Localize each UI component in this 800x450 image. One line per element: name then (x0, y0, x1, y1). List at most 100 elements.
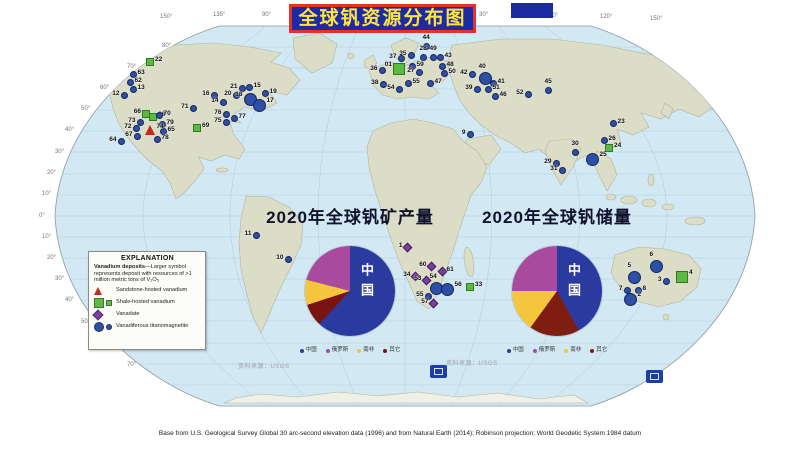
circle-marker-shape (155, 111, 163, 119)
africa (366, 118, 488, 310)
watermark-badge (646, 370, 663, 383)
circle-marker: 30 (571, 140, 579, 156)
deposit-number: 46 (499, 90, 507, 98)
deposit-number: 29 (544, 157, 552, 165)
circle-marker: 13 (129, 84, 145, 93)
circle-marker-shape (232, 91, 240, 99)
deposit-number: 55 (412, 77, 420, 85)
diamond-marker: 34 (403, 271, 420, 281)
deposit-number: 8 (642, 284, 647, 292)
uk (363, 54, 378, 71)
circle-marker: 10 (276, 254, 292, 263)
circle-marker-shape (252, 231, 260, 239)
graticule-label: 70° (127, 64, 137, 70)
circle-marker-shape (627, 270, 641, 284)
deposit-number: 62 (134, 76, 142, 84)
circle-marker-shape (120, 91, 128, 99)
deposit-number: 28 (419, 45, 427, 52)
deposit-number: 45 (544, 78, 552, 85)
graticule-label: 10° (42, 234, 52, 240)
explanation-item: Shale-hosted vanadium (94, 298, 201, 309)
deposit-number: 25 (599, 150, 607, 158)
production-pie (305, 246, 395, 336)
circle-marker-shape (158, 120, 166, 128)
pie-legend-item: 中国 (506, 347, 524, 354)
deposit-number: 17 (266, 96, 274, 104)
deposit-number: 18 (235, 90, 243, 98)
circle-marker: 9 (462, 129, 474, 138)
circle-marker: 76 (214, 109, 230, 118)
circle-marker-shape (395, 85, 403, 93)
graticule-label: 150° (650, 16, 663, 22)
circle-marker: 16 (202, 90, 218, 99)
circle-marker: 73 (128, 117, 144, 126)
diamond-marker: 61 (437, 266, 454, 276)
circle-marker-shape (378, 66, 386, 74)
circle-marker-shape (210, 91, 218, 99)
square-marker-shape (466, 283, 474, 291)
explanation-box: EXPLANATION Vanadium deposits—Larger sym… (88, 251, 206, 350)
graticule-label: 30° (55, 149, 65, 155)
circle-marker-shape (136, 118, 144, 126)
production-pie-source: 资料来源：USGS (238, 364, 290, 370)
deposit-number: 36 (370, 64, 378, 72)
circle-marker-shape (422, 42, 430, 50)
circle-marker: 14 (211, 97, 227, 106)
circle-marker-shape (468, 70, 476, 78)
explanation-item-label: Vanadiferous titanomagnetite (116, 323, 189, 330)
deposit-number: 57 (421, 297, 429, 305)
circle-marker: 62 (126, 77, 142, 86)
circle-marker: 26 (600, 135, 616, 144)
circle-marker: 52 (516, 89, 532, 98)
pie-legend-item: 俄罗斯 (325, 347, 348, 354)
circle-marker: 50 (440, 68, 456, 77)
map-title-text: 全球钒资源分布图 (298, 8, 467, 29)
landmasses (100, 32, 746, 404)
diamond-marker-shape (437, 266, 447, 276)
graticule-label: 60° (100, 85, 110, 91)
cuba (215, 167, 229, 173)
legend-dot-icon (325, 348, 330, 353)
graticule-label: 70° (127, 362, 137, 368)
graticule-label: 120° (600, 14, 613, 20)
square-marker: 24 (605, 142, 621, 152)
circle-marker-shape (623, 292, 637, 306)
circle-marker: 51 (484, 84, 500, 93)
new-guinea (684, 216, 706, 226)
pie-legend-label: 南非 (570, 347, 582, 353)
deposit-number: 20 (224, 89, 232, 97)
triangle-marker-shape (144, 124, 155, 135)
circle-marker: 35 (399, 50, 415, 59)
australia (610, 246, 702, 308)
pie-legend-label: 其它 (389, 347, 401, 353)
circle-marker: 65 (159, 126, 175, 135)
deposit-number: 39 (465, 83, 473, 91)
legend-dot-icon (357, 348, 362, 353)
diamond-marker: 53 (414, 275, 431, 285)
explanation-item: Vanadate (92, 309, 201, 321)
production-pie-legend: 中国 俄罗斯 南非 其它 (250, 347, 450, 354)
triangle-marker: 74 (144, 123, 164, 136)
graticule-label: 90° (549, 13, 559, 19)
graticule-label: 30° (479, 12, 489, 18)
circle-marker: 20 (224, 90, 240, 99)
legend-dot-icon (383, 348, 388, 353)
circle-marker-shape (440, 69, 448, 77)
pie-legend-item: 南非 (357, 347, 374, 354)
deposit-number: 74 (156, 122, 164, 130)
circle-marker: 55 (416, 291, 432, 300)
square-marker: 01 (385, 61, 405, 75)
circle-marker: 40 (478, 63, 492, 85)
deposit-number: 76 (214, 108, 222, 116)
circle-icon (94, 322, 104, 333)
reserves-pie (512, 246, 602, 336)
deposit-number: 75 (214, 116, 222, 124)
deposit-number: 15 (253, 81, 261, 89)
circle-marker-shape (484, 85, 492, 93)
square-marker-shape (676, 271, 688, 283)
circle-icon (106, 324, 112, 331)
reserves-pie-china-label: 中国 (566, 263, 581, 303)
reserves-pie-title: 2020年全球钒储量 (482, 208, 632, 227)
deposit-number: 51 (492, 83, 500, 91)
circle-marker: 21 (230, 83, 246, 92)
